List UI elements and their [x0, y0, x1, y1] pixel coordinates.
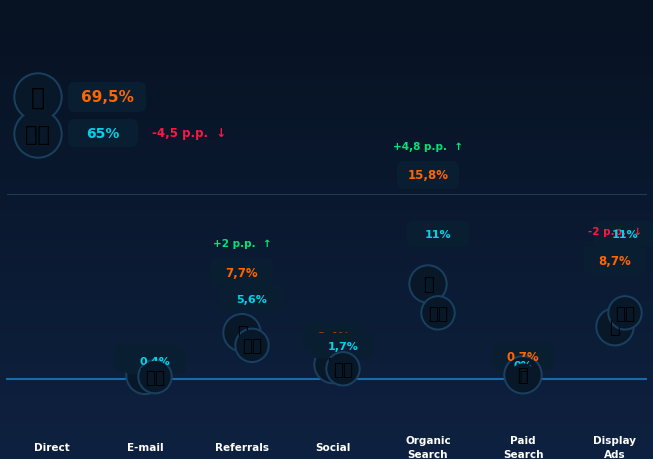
Circle shape	[409, 265, 447, 303]
Circle shape	[16, 113, 60, 157]
Text: 🇦🇷: 🇦🇷	[615, 304, 635, 322]
Circle shape	[610, 298, 640, 328]
Text: 8,7%: 8,7%	[599, 254, 631, 267]
Circle shape	[326, 352, 360, 386]
Circle shape	[314, 346, 352, 384]
Text: 🇦🇷: 🇦🇷	[145, 368, 165, 386]
Text: 🌍: 🌍	[518, 366, 528, 384]
Circle shape	[223, 314, 261, 352]
Text: 1,7%: 1,7%	[328, 341, 358, 351]
Text: 🇦🇷: 🇦🇷	[25, 125, 50, 145]
Text: E-mail: E-mail	[127, 442, 163, 452]
Text: 7,7%: 7,7%	[226, 266, 259, 279]
Circle shape	[608, 296, 642, 330]
Text: 0,6%: 0,6%	[129, 352, 161, 364]
Text: 15,8%: 15,8%	[407, 169, 449, 182]
Circle shape	[237, 330, 267, 360]
Text: 65%: 65%	[86, 127, 119, 141]
Circle shape	[140, 362, 170, 392]
Text: 🌍: 🌍	[519, 369, 527, 383]
Text: Paid
Search: Paid Search	[503, 436, 543, 459]
FancyBboxPatch shape	[407, 221, 469, 247]
FancyBboxPatch shape	[221, 286, 283, 312]
Text: 5,6%: 5,6%	[236, 294, 268, 304]
Text: Social: Social	[315, 442, 351, 452]
Text: 🌍: 🌍	[236, 324, 247, 342]
Text: 🇦🇷: 🇦🇷	[333, 360, 353, 378]
Circle shape	[225, 316, 259, 350]
Text: 11%: 11%	[612, 229, 639, 239]
FancyBboxPatch shape	[68, 120, 138, 148]
FancyBboxPatch shape	[312, 333, 374, 359]
Circle shape	[16, 76, 60, 120]
Text: +4,8 p.p.  ↑: +4,8 p.p. ↑	[393, 142, 463, 151]
Circle shape	[235, 329, 269, 363]
Text: +2 p.p.  ↑: +2 p.p. ↑	[213, 239, 271, 249]
Circle shape	[14, 111, 62, 159]
Circle shape	[126, 357, 164, 395]
Text: 🌍: 🌍	[31, 86, 45, 110]
Circle shape	[316, 348, 350, 382]
Text: 🌍: 🌍	[328, 356, 338, 374]
Text: Referrals: Referrals	[215, 442, 269, 452]
FancyBboxPatch shape	[211, 259, 273, 287]
Circle shape	[411, 268, 445, 302]
Text: 0,7%: 0,7%	[507, 350, 539, 363]
Text: 🌍: 🌍	[610, 318, 620, 336]
Text: 69,5%: 69,5%	[80, 90, 133, 105]
Text: 0,4%: 0,4%	[140, 356, 170, 366]
Text: Direct: Direct	[34, 442, 70, 452]
FancyBboxPatch shape	[584, 247, 646, 275]
Text: 2,4%: 2,4%	[317, 330, 349, 343]
FancyBboxPatch shape	[124, 348, 186, 375]
FancyBboxPatch shape	[114, 344, 176, 372]
Circle shape	[509, 362, 537, 390]
Circle shape	[596, 308, 634, 346]
Circle shape	[128, 358, 162, 392]
FancyBboxPatch shape	[492, 343, 554, 371]
Circle shape	[506, 358, 540, 392]
Circle shape	[138, 360, 172, 394]
Text: 🌍: 🌍	[422, 275, 434, 293]
FancyBboxPatch shape	[68, 83, 146, 113]
Circle shape	[14, 74, 62, 122]
Circle shape	[504, 356, 542, 394]
Text: Organic
Search: Organic Search	[405, 436, 451, 459]
Circle shape	[598, 310, 632, 344]
FancyBboxPatch shape	[397, 162, 459, 190]
Text: Display
Ads: Display Ads	[594, 436, 637, 459]
Text: 🌍: 🌍	[140, 367, 150, 385]
Circle shape	[421, 296, 455, 330]
Text: 0%: 0%	[514, 360, 532, 370]
Circle shape	[511, 364, 535, 388]
Text: -2 p.p.  ↓: -2 p.p. ↓	[588, 227, 642, 237]
Text: -4,5 p.p.  ↓: -4,5 p.p. ↓	[152, 127, 226, 140]
Text: 🇦🇷: 🇦🇷	[428, 304, 448, 322]
FancyBboxPatch shape	[594, 221, 653, 247]
Circle shape	[328, 354, 358, 384]
Circle shape	[423, 298, 453, 328]
Text: 🇦🇷: 🇦🇷	[242, 336, 262, 354]
FancyBboxPatch shape	[302, 322, 364, 350]
Text: 11%: 11%	[424, 229, 451, 239]
